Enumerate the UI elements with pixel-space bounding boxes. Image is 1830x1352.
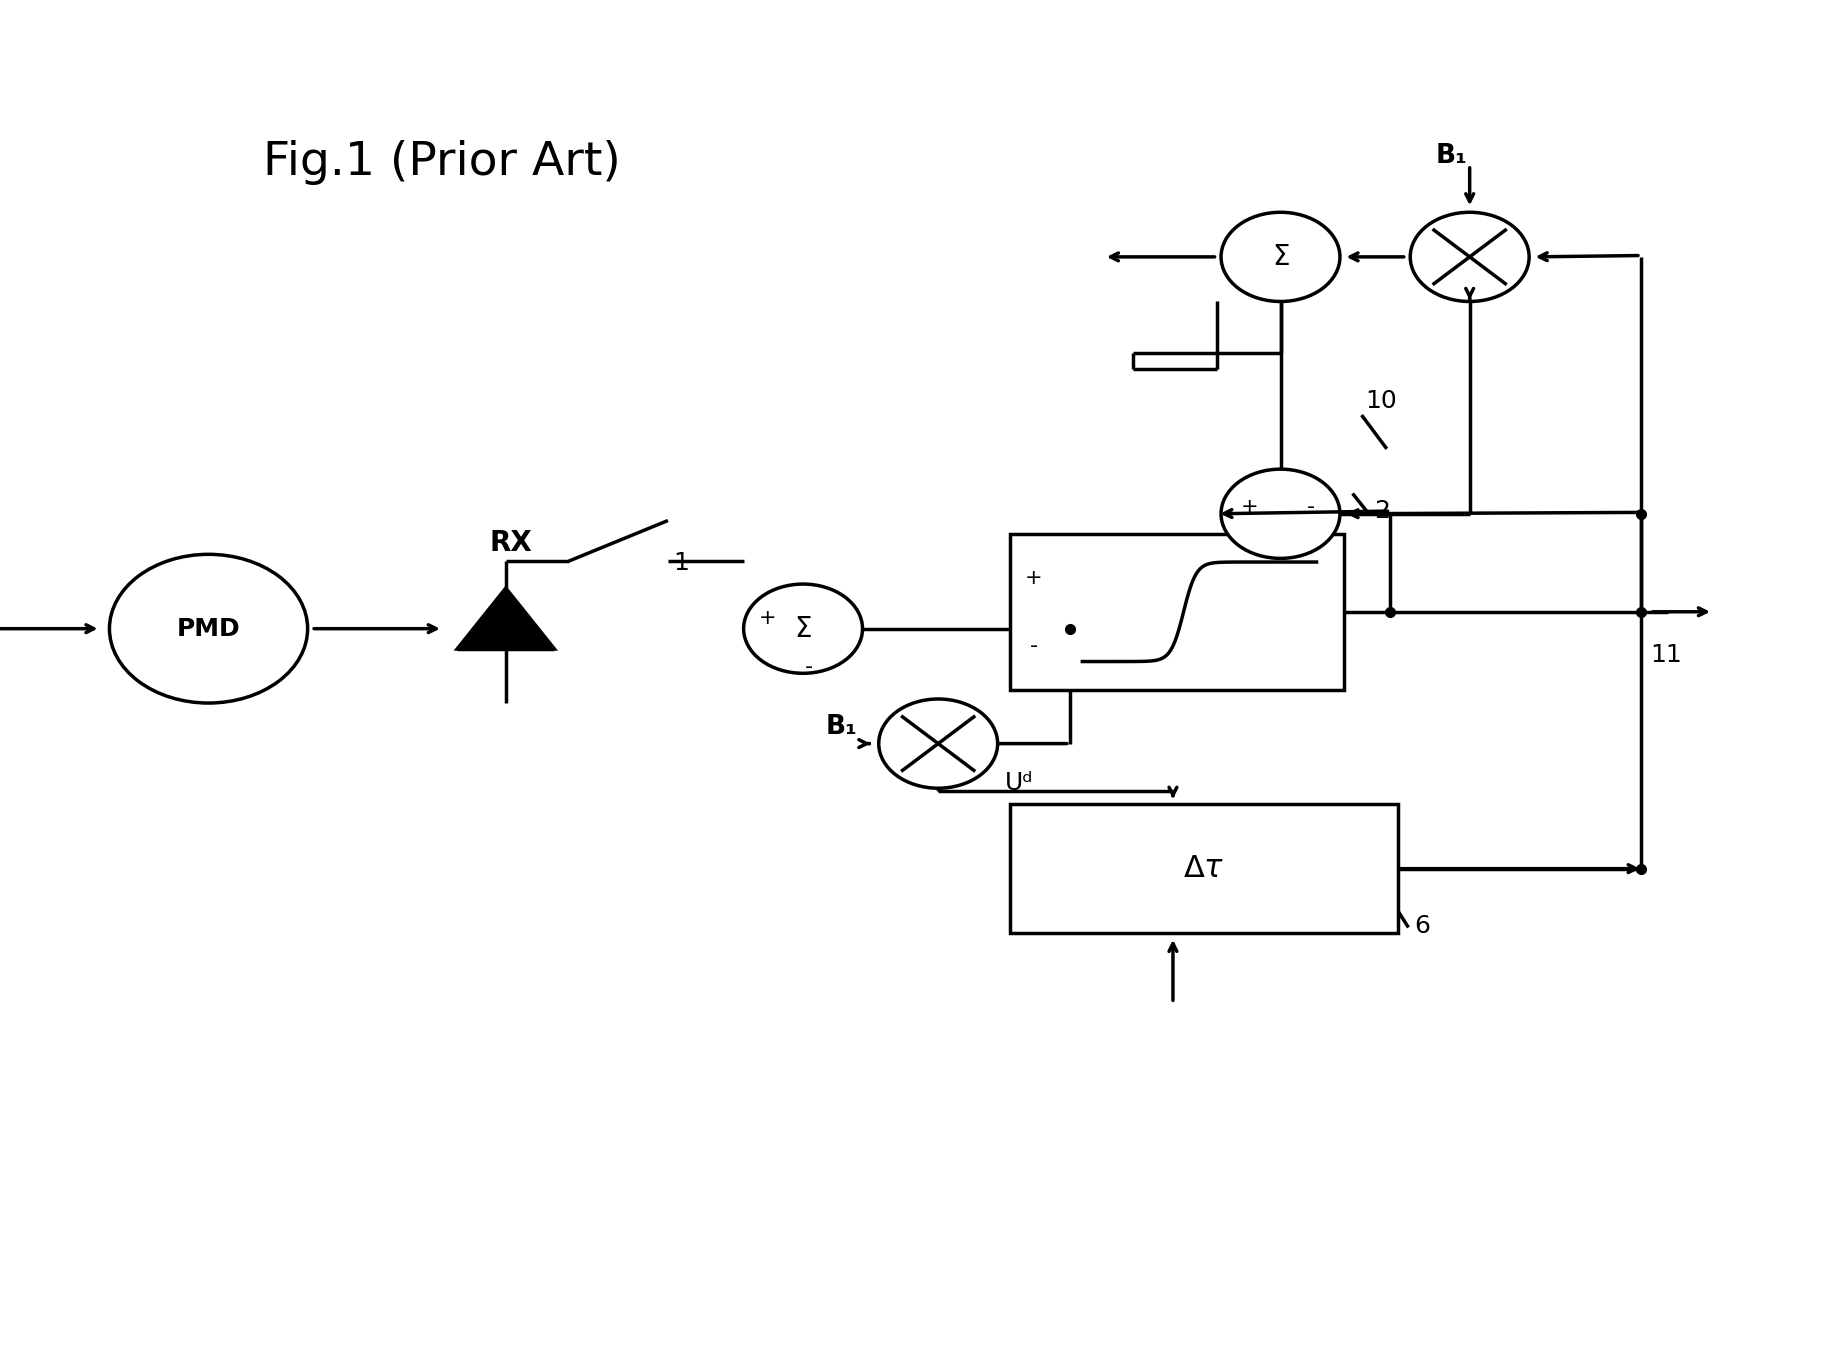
Text: 1: 1 xyxy=(673,550,690,575)
Text: -: - xyxy=(805,657,813,676)
Circle shape xyxy=(1411,212,1530,301)
Circle shape xyxy=(110,554,307,703)
Text: $\Sigma$: $\Sigma$ xyxy=(1272,243,1290,270)
Text: +: + xyxy=(1025,568,1043,588)
Text: RX: RX xyxy=(490,529,533,557)
Circle shape xyxy=(1221,469,1340,558)
Text: B₁: B₁ xyxy=(825,714,856,741)
Circle shape xyxy=(743,584,862,673)
FancyBboxPatch shape xyxy=(1010,534,1343,690)
Text: PMD: PMD xyxy=(178,617,240,641)
Text: Uᵈ: Uᵈ xyxy=(1005,771,1034,795)
Text: $\Delta\tau$: $\Delta\tau$ xyxy=(1184,854,1224,883)
Polygon shape xyxy=(458,588,554,649)
Text: 2: 2 xyxy=(1374,499,1391,523)
Text: 10: 10 xyxy=(1365,389,1396,414)
Text: B₁: B₁ xyxy=(1437,143,1468,169)
Text: 6: 6 xyxy=(1415,914,1429,938)
Circle shape xyxy=(1221,212,1340,301)
Text: +: + xyxy=(1241,498,1259,516)
Text: 11: 11 xyxy=(1651,644,1682,668)
Text: -: - xyxy=(1307,498,1316,516)
Circle shape xyxy=(878,699,997,788)
FancyBboxPatch shape xyxy=(1010,804,1398,933)
Text: $\Sigma$: $\Sigma$ xyxy=(794,615,813,642)
Text: -: - xyxy=(1030,635,1038,656)
Text: Fig.1 (Prior Art): Fig.1 (Prior Art) xyxy=(262,139,620,185)
Text: +: + xyxy=(759,607,776,627)
